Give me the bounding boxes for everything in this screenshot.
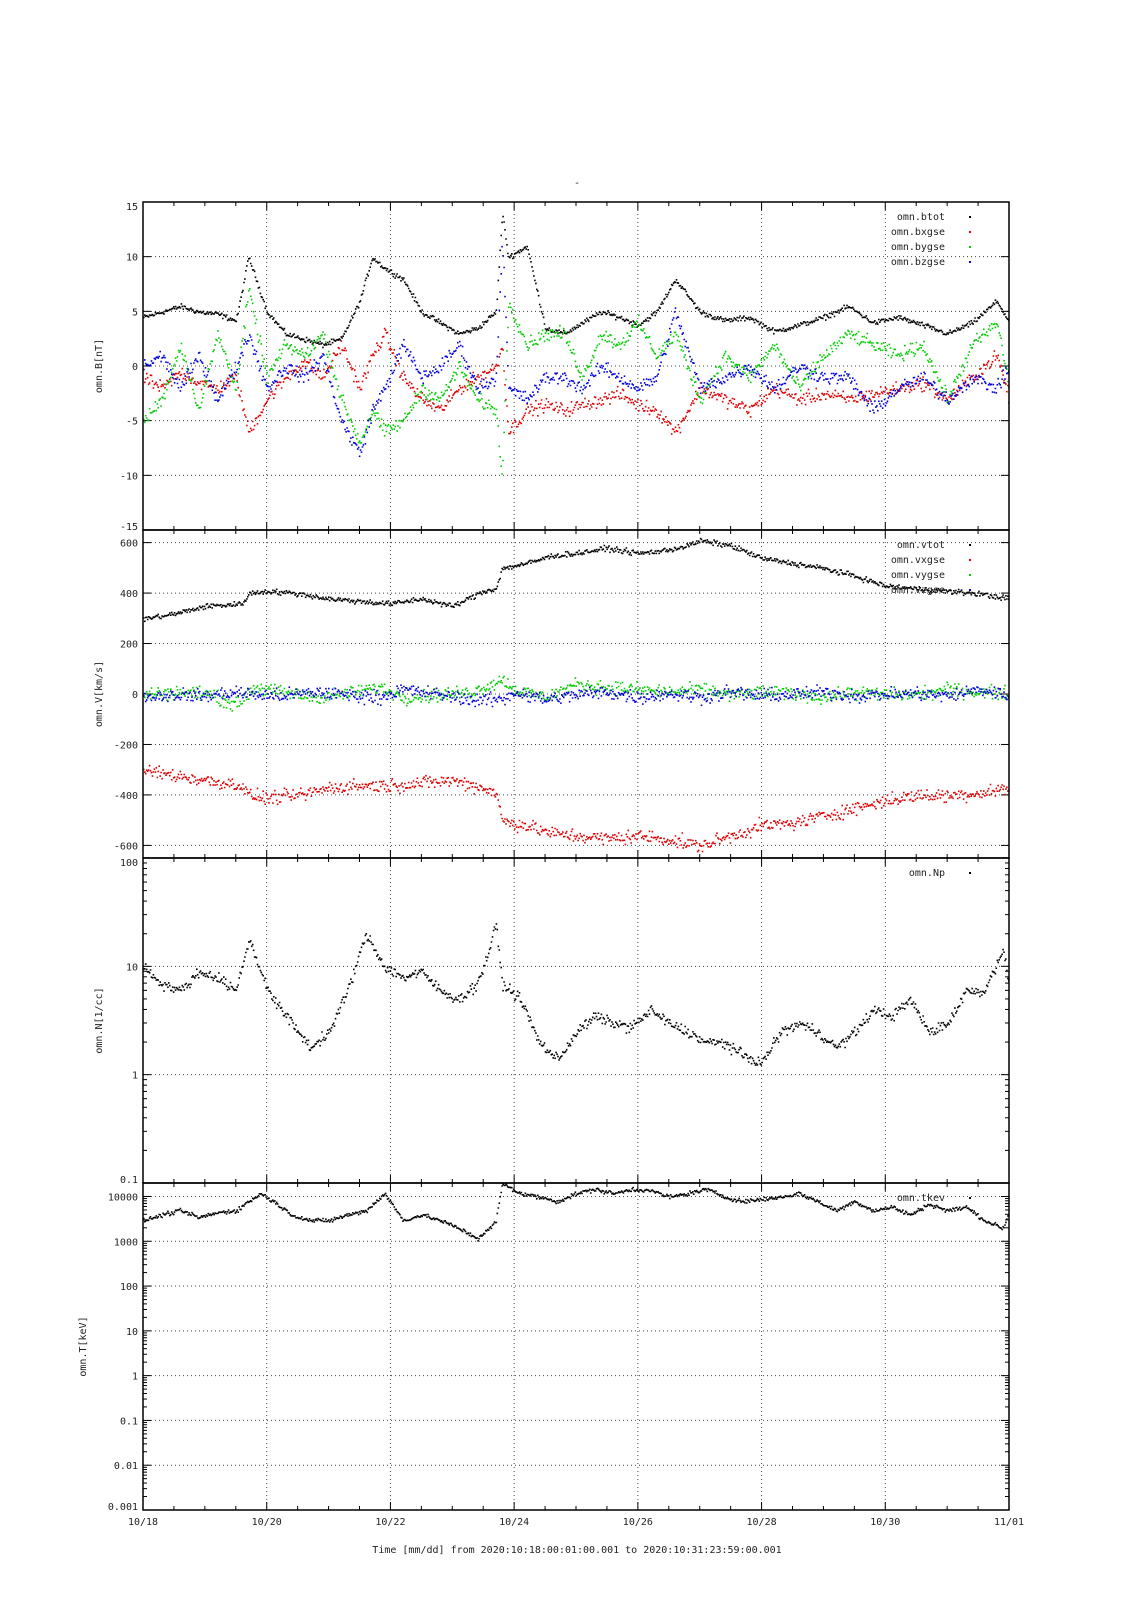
x-tick-label: 10/18 — [128, 1517, 158, 1528]
legend-label: omn.Np — [909, 868, 945, 879]
series-points — [143, 764, 1009, 853]
x-tick-label: 11/01 — [994, 1517, 1024, 1528]
series-points — [143, 684, 1009, 708]
panel-frame — [142, 1182, 1010, 1511]
legend-marker — [969, 872, 971, 874]
y-tick-label: 10 — [126, 253, 138, 264]
legend-label: omn.btot — [897, 212, 945, 223]
y-tick-label: 10 — [126, 962, 138, 973]
y-tick-label: 15 — [126, 202, 138, 213]
y-tick-label: -5 — [126, 417, 138, 428]
series-points — [143, 923, 1009, 1066]
legend-label: omn.vygse — [891, 570, 945, 581]
x-tick-label: 10/30 — [870, 1517, 900, 1528]
x-tick-label: 10/20 — [252, 1517, 282, 1528]
legend-label: omn.tkev — [897, 1193, 945, 1204]
scatter-area — [143, 537, 1009, 853]
series-omn.Np — [143, 923, 1009, 1066]
x-tick-label: 10/24 — [499, 1517, 529, 1528]
series-omn.btot — [143, 215, 1009, 349]
legend-marker — [969, 216, 971, 218]
series-points — [143, 1183, 1009, 1242]
y-tick-label: 1 — [132, 1071, 138, 1082]
y-tick-label: 200 — [120, 640, 138, 651]
y-tick-label: 0.01 — [114, 1461, 138, 1472]
y-tick-label: -400 — [114, 791, 138, 802]
y-tick-label: 400 — [120, 589, 138, 600]
y-tick-label: -600 — [114, 841, 138, 852]
legend-marker — [969, 574, 971, 576]
series-omn.vxgse — [143, 764, 1009, 853]
y-tick-label: 10 — [126, 1327, 138, 1338]
panel-2: 600 400 200 0 -200 -400 -600 omn.V[km/s] omn.vto… — [94, 529, 1010, 859]
x-tick-label: 10/26 — [623, 1517, 653, 1528]
legend-label: omn.bzgse — [891, 257, 945, 268]
x-tick-label: 10/28 — [747, 1517, 777, 1528]
y-tick-label: 1 — [132, 1372, 138, 1383]
series-omn.vtot — [143, 537, 1009, 623]
panel-1: 15 10 5 0 -5 -10 -15 omn.B[nT] omn.btot omn.bxgse… — [94, 201, 1010, 533]
series-points — [143, 245, 1009, 458]
legend-marker — [969, 544, 971, 546]
x-tick-label: 10/22 — [375, 1517, 405, 1528]
legend-label: omn.vzgse — [891, 585, 945, 596]
panel-frame — [142, 857, 1010, 1184]
y-axis-label: omn.B[nT] — [94, 339, 105, 393]
series-omn.tkev — [143, 1183, 1009, 1242]
legend-label: omn.vtot — [897, 540, 945, 551]
y-tick-label: 0.1 — [120, 1175, 138, 1186]
series-points — [143, 537, 1009, 623]
y-tick-label: 1000 — [114, 1237, 138, 1248]
legend-marker — [969, 246, 971, 248]
legend-marker — [969, 589, 971, 591]
legend-marker — [969, 231, 971, 233]
legend-marker — [969, 1197, 971, 1199]
panels: 151050-5-10-15omn.B[nT]omn.btotomn.bxgse… — [78, 201, 1024, 1528]
series-points — [143, 215, 1009, 349]
y-tick-label: 600 — [120, 539, 138, 550]
y-tick-label: 0.1 — [120, 1416, 138, 1427]
y-tick-label: -15 — [120, 522, 138, 533]
legend-marker — [969, 261, 971, 263]
series-omn.vzgse — [143, 684, 1009, 708]
x-axis-label: Time [mm/dd] from 2020:10:18:00:01:00.00… — [372, 1545, 781, 1556]
y-tick-label: 0 — [132, 690, 138, 701]
y-axis-label: omn.N[1/cc] — [94, 987, 105, 1053]
y-tick-label: 0.001 — [108, 1502, 138, 1513]
series-omn.bzgse — [143, 245, 1009, 458]
legend-label: omn.vxgse — [891, 555, 945, 566]
y-tick-label: 10000 — [108, 1192, 138, 1203]
figure-title: - — [574, 178, 580, 189]
scatter-area — [143, 215, 1009, 475]
series-points — [143, 675, 1009, 712]
series-omn.vygse — [143, 675, 1009, 712]
y-tick-label: -10 — [120, 471, 138, 482]
panel-3: 100 10 1 0.1 omn.N[1/cc] omn.Np — [94, 857, 1010, 1186]
y-tick-label: 5 — [132, 307, 138, 318]
panel-4: 10000 1000 100 10 1 0.1 0.01 0.001 omn.T[keV] omn… — [78, 1182, 1010, 1513]
legend-label: omn.bxgse — [891, 227, 945, 238]
y-tick-label: 100 — [120, 1282, 138, 1293]
y-axis-label: omn.T[keV] — [78, 1316, 89, 1376]
y-tick-label: 0 — [132, 362, 138, 373]
legend-label: omn.bygse — [891, 242, 945, 253]
y-tick-label: -200 — [114, 740, 138, 751]
scatter-area — [143, 1183, 1009, 1242]
y-tick-label: 100 — [120, 858, 138, 869]
y-axis-label: omn.V[km/s] — [94, 661, 105, 727]
scatter-area — [143, 923, 1009, 1066]
legend-marker — [969, 559, 971, 561]
